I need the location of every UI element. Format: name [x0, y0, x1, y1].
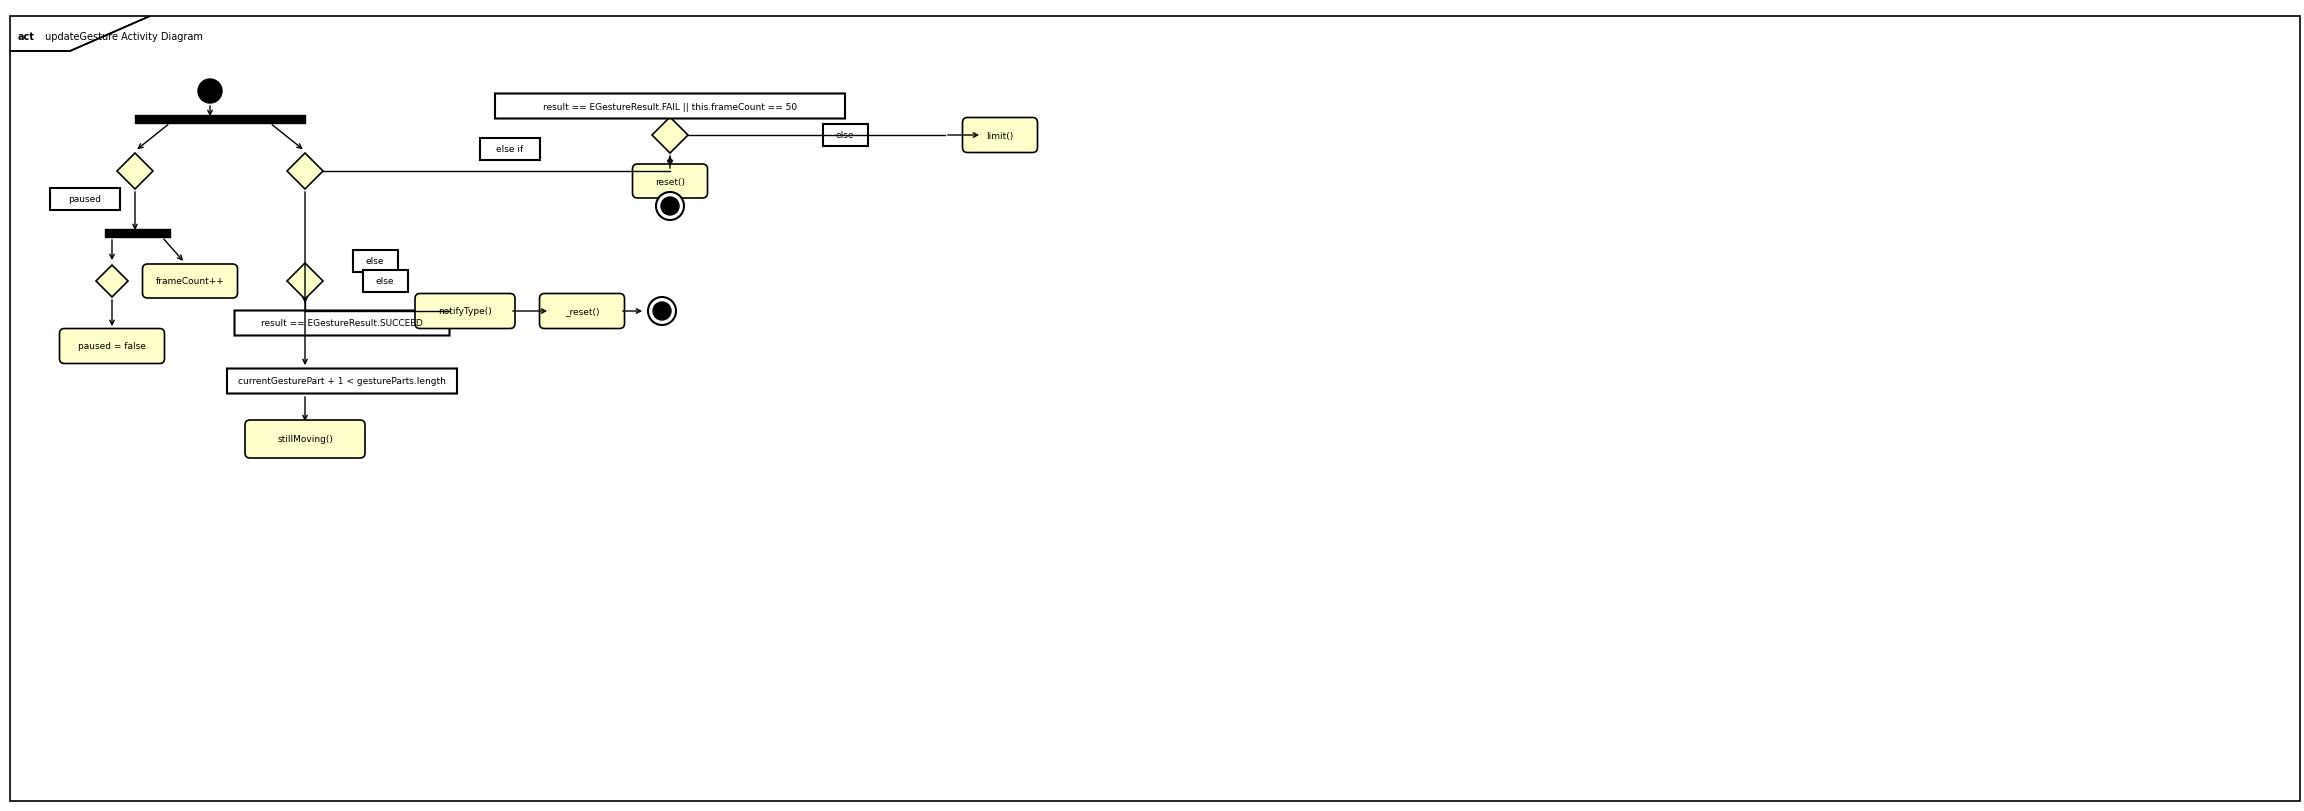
Text: currentGesturePart + 1 < gestureParts.length: currentGesturePart + 1 < gestureParts.le…: [237, 377, 447, 386]
Text: notifyType(): notifyType(): [438, 307, 491, 316]
Text: else: else: [366, 257, 385, 266]
FancyBboxPatch shape: [362, 271, 408, 293]
Polygon shape: [97, 266, 129, 298]
Circle shape: [652, 303, 670, 320]
Polygon shape: [652, 118, 689, 154]
Text: frameCount++: frameCount++: [157, 277, 223, 286]
FancyBboxPatch shape: [539, 294, 624, 329]
Text: else: else: [836, 131, 855, 140]
Text: paused: paused: [69, 195, 101, 204]
Text: stillMoving(): stillMoving(): [276, 435, 334, 444]
Circle shape: [198, 80, 221, 104]
FancyBboxPatch shape: [228, 369, 456, 394]
FancyBboxPatch shape: [60, 329, 164, 364]
FancyBboxPatch shape: [963, 118, 1037, 153]
Text: paused = false: paused = false: [78, 342, 145, 351]
Text: act: act: [18, 32, 35, 42]
Text: _reset(): _reset(): [564, 307, 599, 316]
Polygon shape: [118, 154, 152, 190]
Text: result == EGestureResult.SUCCEED: result == EGestureResult.SUCCEED: [260, 319, 424, 328]
Text: result == EGestureResult.FAIL || this.frameCount == 50: result == EGestureResult.FAIL || this.fr…: [544, 102, 797, 111]
FancyBboxPatch shape: [415, 294, 516, 329]
FancyBboxPatch shape: [495, 94, 846, 119]
Text: else: else: [376, 277, 394, 286]
Text: reset(): reset(): [654, 178, 684, 187]
Circle shape: [647, 298, 675, 325]
FancyBboxPatch shape: [244, 420, 364, 458]
Text: updateGesture Activity Diagram: updateGesture Activity Diagram: [46, 32, 203, 42]
Polygon shape: [288, 154, 323, 190]
Circle shape: [661, 198, 680, 216]
FancyBboxPatch shape: [353, 251, 399, 272]
Circle shape: [657, 193, 684, 221]
FancyBboxPatch shape: [823, 125, 869, 147]
FancyBboxPatch shape: [143, 264, 237, 298]
FancyBboxPatch shape: [51, 189, 120, 211]
FancyBboxPatch shape: [479, 139, 539, 161]
Text: else if: else if: [495, 145, 523, 154]
Text: limit(): limit(): [986, 131, 1014, 140]
FancyBboxPatch shape: [235, 311, 449, 336]
Polygon shape: [288, 264, 323, 299]
FancyBboxPatch shape: [634, 165, 707, 199]
